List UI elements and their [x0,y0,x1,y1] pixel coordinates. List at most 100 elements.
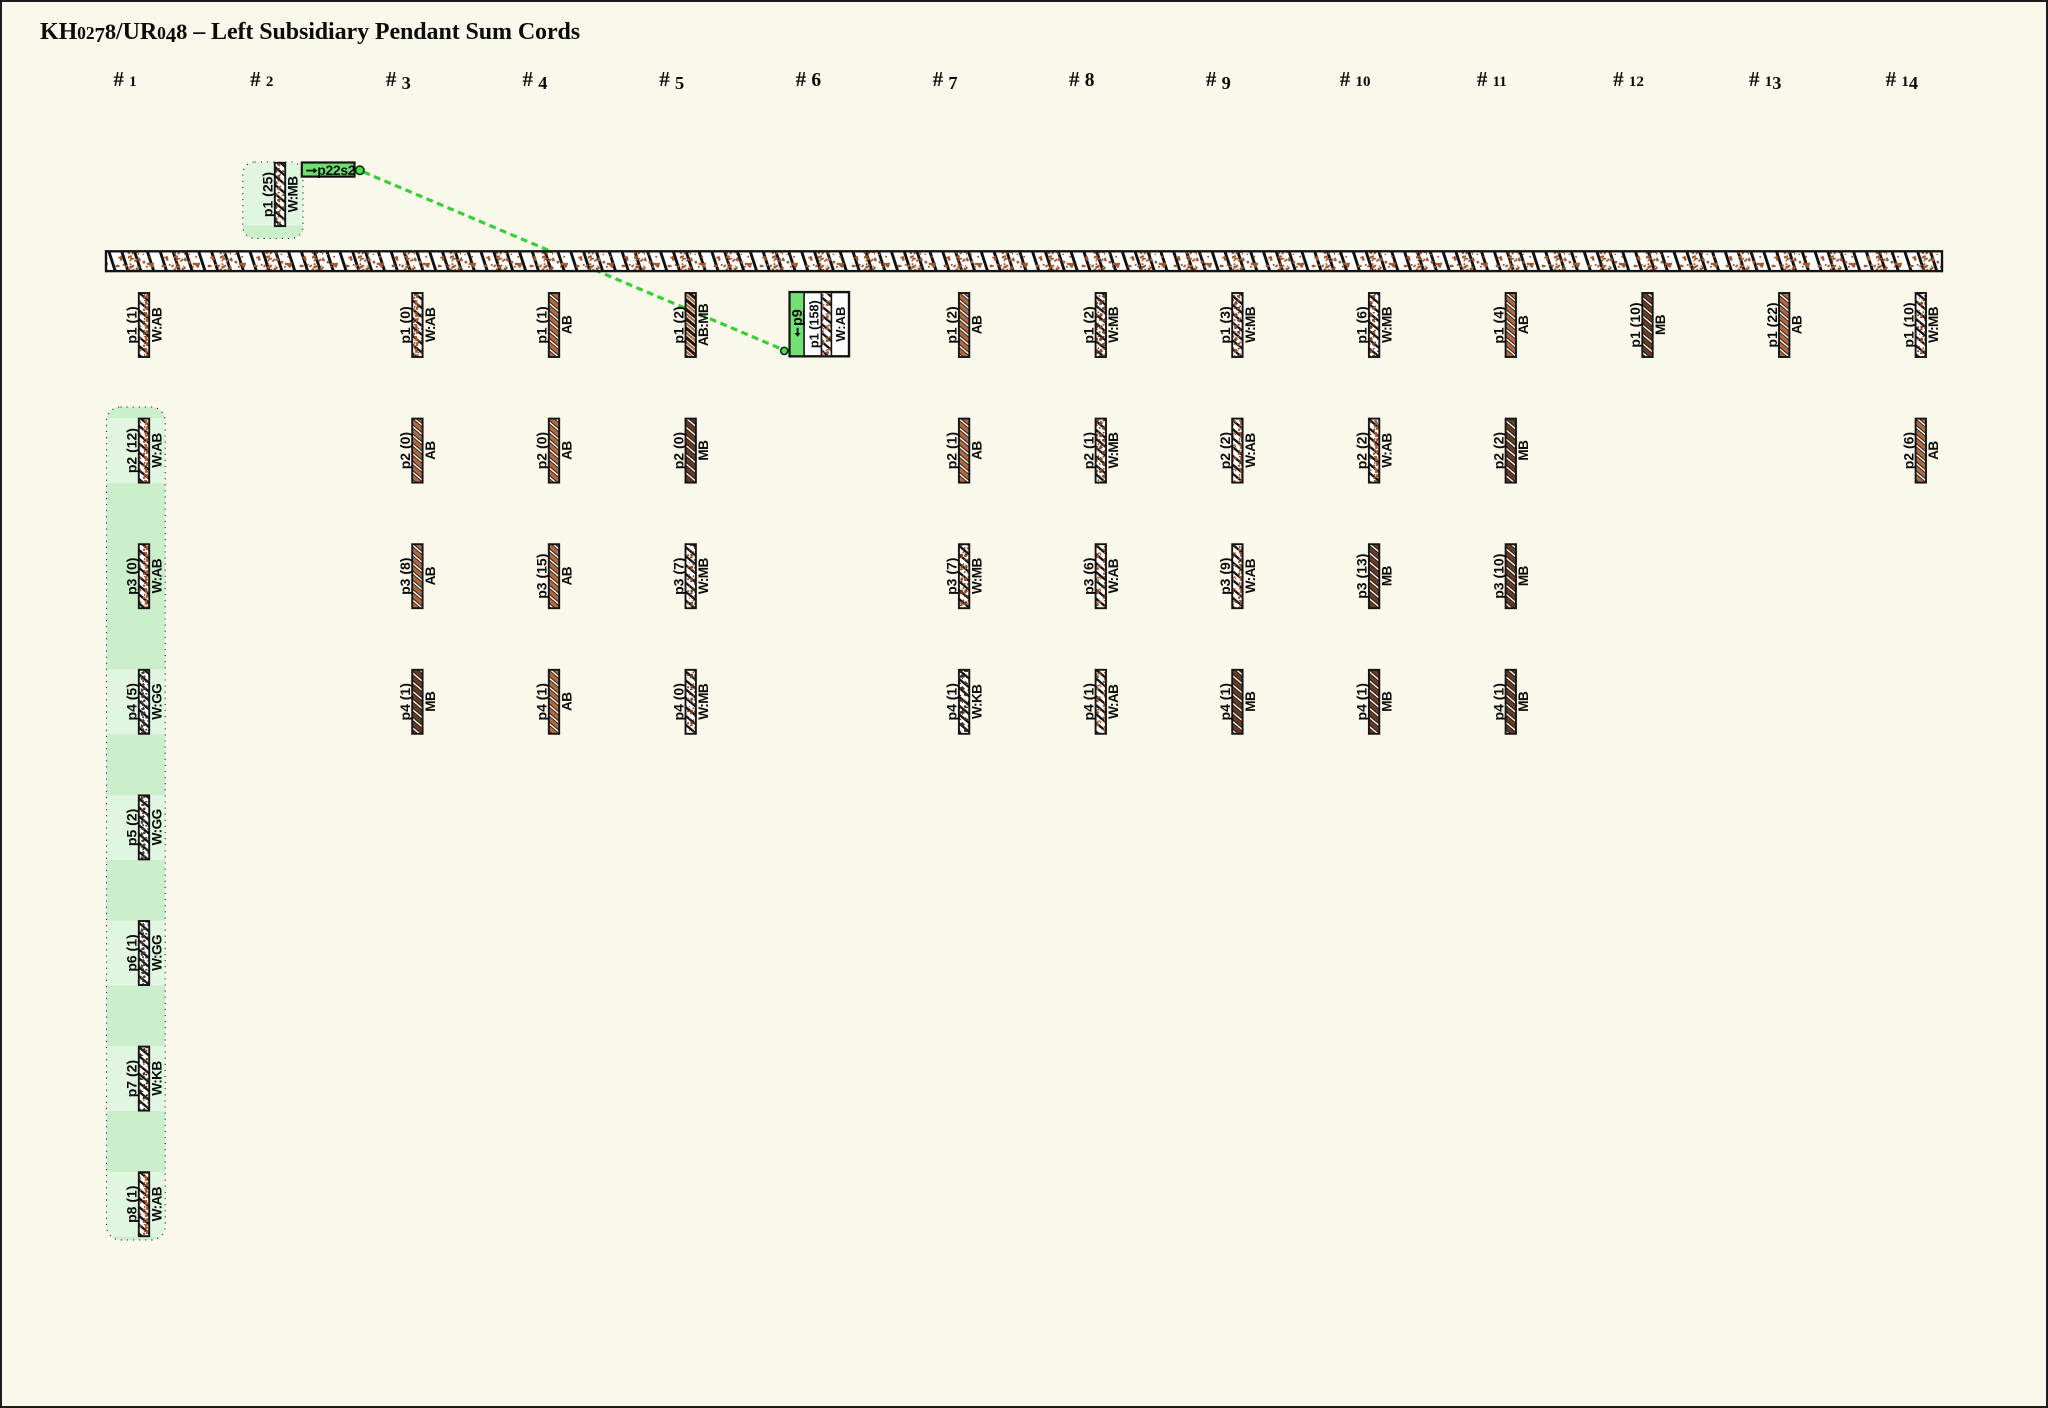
svg-text:W:MB: W:MB [696,683,711,720]
svg-text:p1 (158): p1 (158) [807,300,821,348]
svg-text:p1 (22): p1 (22) [1764,302,1780,347]
svg-text:p1 (25): p1 (25) [260,172,276,217]
svg-text:MB: MB [1243,691,1258,712]
svg-text:W:MB: W:MB [970,557,985,594]
svg-text:# 11: # 11 [1477,67,1507,91]
svg-text:p2 (12): p2 (12) [124,428,140,473]
svg-text:W:AB: W:AB [149,307,164,342]
svg-text:p1 (0): p1 (0) [397,306,413,343]
svg-text:# 9: # 9 [1206,67,1231,93]
svg-text:W:AB: W:AB [1243,558,1258,593]
svg-text:W:KB: W:KB [149,1061,164,1096]
svg-text:p4 (1): p4 (1) [1354,683,1370,720]
svg-text:AB: AB [1516,315,1531,334]
svg-text:W:MB: W:MB [285,176,300,213]
svg-text:W:GG: W:GG [149,809,164,845]
svg-text:p1 (2): p1 (2) [670,306,686,343]
svg-text:p4 (1): p4 (1) [397,683,413,720]
svg-text:# 4: # 4 [523,67,548,93]
svg-text:AB: AB [559,692,574,711]
svg-text:p1 (2): p1 (2) [1080,306,1096,343]
svg-text:p4 (1): p4 (1) [1217,683,1233,720]
svg-text:MB: MB [423,691,438,712]
svg-text:AB: AB [1790,315,1805,334]
svg-text:p1 (1): p1 (1) [124,306,140,343]
svg-text:W:GG: W:GG [149,935,164,971]
svg-text:p5 (2): p5 (2) [124,809,140,846]
svg-text:MB: MB [696,440,711,461]
svg-text:W:AB: W:AB [423,307,438,342]
svg-text:AB: AB [559,441,574,460]
svg-text:# 14: # 14 [1886,67,1918,93]
svg-text:p1 (1): p1 (1) [534,306,550,343]
svg-text:p9: p9 [790,309,806,326]
svg-text:AB: AB [970,315,985,334]
svg-text:p4 (1): p4 (1) [1080,683,1096,720]
svg-text:# 8: # 8 [1069,67,1095,91]
svg-text:# 6: # 6 [796,67,822,91]
svg-text:AB: AB [423,441,438,460]
svg-text:p4 (1): p4 (1) [534,683,550,720]
svg-text:p3 (13): p3 (13) [1354,554,1370,599]
svg-text:p6 (1): p6 (1) [124,934,140,971]
svg-text:p4 (1): p4 (1) [1490,683,1506,720]
svg-text:# 2: # 2 [250,67,273,91]
svg-text:AB: AB [970,441,985,460]
svg-text:p3 (6): p3 (6) [1080,558,1096,595]
svg-text:p1 (10): p1 (10) [1627,302,1643,347]
svg-text:# 3: # 3 [386,67,411,93]
svg-text:MB: MB [1516,691,1531,712]
svg-text:p3 (10): p3 (10) [1490,554,1506,599]
svg-text:AB:MB: AB:MB [696,303,711,346]
svg-text:p2 (2): p2 (2) [1354,432,1370,469]
svg-text:MB: MB [1380,565,1395,586]
svg-text:p2 (0): p2 (0) [670,432,686,469]
svg-text:p4 (0): p4 (0) [670,683,686,720]
svg-text:p3 (7): p3 (7) [944,558,960,595]
svg-text:p2 (0): p2 (0) [397,432,413,469]
svg-text:AB: AB [559,315,574,334]
svg-text:# 7: # 7 [933,67,958,93]
svg-text:W:AB: W:AB [149,433,164,468]
svg-text:# 12: # 12 [1613,67,1644,91]
svg-text:W:AB: W:AB [1380,433,1395,468]
svg-text:W:AB: W:AB [1106,684,1121,719]
svg-text:# 1: # 1 [113,67,136,91]
svg-text:W:MB: W:MB [1106,432,1121,469]
svg-text:p2 (6): p2 (6) [1900,432,1916,469]
svg-text:p22s2: p22s2 [317,162,356,178]
svg-text:W:MB: W:MB [1243,306,1258,343]
svg-text:W:AB: W:AB [149,558,164,593]
svg-text:W:MB: W:MB [1926,306,1941,343]
svg-text:# 5: # 5 [659,67,684,93]
svg-text:# 10: # 10 [1340,67,1371,91]
svg-text:p7 (2): p7 (2) [124,1060,140,1097]
svg-text:MB: MB [1380,691,1395,712]
svg-text:p1 (4): p1 (4) [1490,306,1506,343]
svg-text:W:AB: W:AB [149,1186,164,1221]
svg-text:p3 (0): p3 (0) [124,558,140,595]
svg-text:p3 (7): p3 (7) [670,558,686,595]
svg-text:MB: MB [1516,440,1531,461]
svg-text:p4 (5): p4 (5) [124,683,140,720]
svg-text:AB: AB [1926,441,1941,460]
svg-text:AB: AB [559,566,574,585]
svg-text:W:MB: W:MB [1106,306,1121,343]
svg-text:p8 (1): p8 (1) [124,1186,140,1223]
svg-text:p2 (2): p2 (2) [1217,432,1233,469]
svg-text:KH0278/UR048 – Left Subsidiary: KH0278/UR048 – Left Subsidiary Pendant S… [40,19,580,47]
svg-text:p3 (15): p3 (15) [534,554,550,599]
svg-text:AB: AB [423,566,438,585]
svg-text:p2 (1): p2 (1) [1080,432,1096,469]
svg-text:p1 (6): p1 (6) [1354,306,1370,343]
svg-text:# 13: # 13 [1749,67,1781,93]
svg-text:W:KB: W:KB [970,684,985,719]
svg-text:MB: MB [1516,565,1531,586]
svg-text:p1 (3): p1 (3) [1217,306,1233,343]
svg-text:W:MB: W:MB [1380,306,1395,343]
svg-text:W:AB: W:AB [833,307,848,342]
svg-text:p2 (0): p2 (0) [534,432,550,469]
svg-text:p1 (2): p1 (2) [944,306,960,343]
svg-text:p2 (1): p2 (1) [944,432,960,469]
svg-text:W:AB: W:AB [1243,433,1258,468]
